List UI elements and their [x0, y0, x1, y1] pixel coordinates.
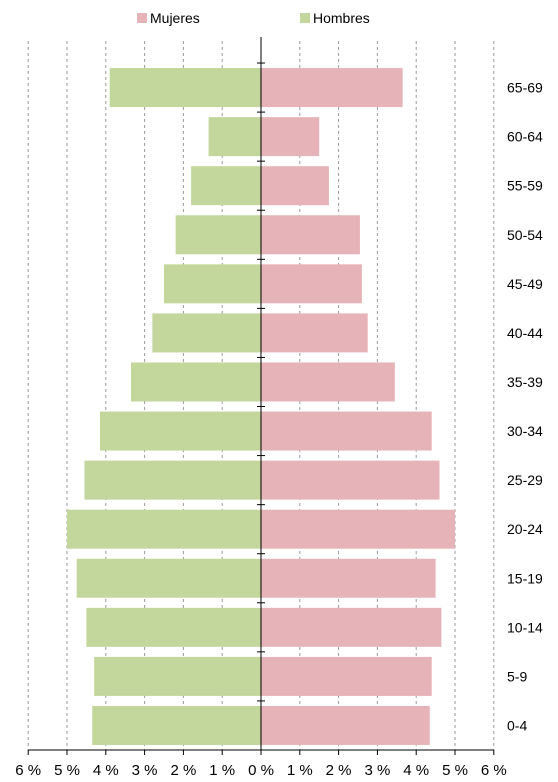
- x-tick-label: 4 %: [93, 762, 119, 779]
- bar-hombres-45-49: [164, 264, 261, 304]
- x-tick-label: 2 %: [170, 762, 196, 779]
- category-label: 10-14: [507, 619, 543, 635]
- category-label: 25-29: [507, 472, 543, 488]
- x-tick-label: 3 %: [132, 762, 158, 779]
- x-tick-label: 6 %: [15, 762, 41, 779]
- x-tick-label: 4 %: [403, 762, 429, 779]
- bar-hombres-60-64: [208, 117, 261, 157]
- bar-hombres-50-54: [175, 215, 261, 255]
- bar-hombres-55-59: [191, 166, 261, 206]
- bar-hombres-35-39: [131, 362, 261, 402]
- x-tick-label: 6 %: [481, 762, 507, 779]
- bar-mujeres-5-9: [261, 656, 432, 696]
- legend-item-hombres: Hombres: [300, 10, 370, 26]
- bar-mujeres-15-19: [261, 558, 436, 598]
- bar-mujeres-10-14: [261, 607, 442, 647]
- category-label: 30-34: [507, 423, 543, 439]
- bar-hombres-10-14: [86, 607, 262, 647]
- legend-label-mujeres: Mujeres: [150, 10, 200, 26]
- bar-mujeres-0-4: [261, 705, 430, 745]
- x-tick-label: 5 %: [442, 762, 468, 779]
- bar-hombres-25-29: [84, 460, 262, 500]
- bar-mujeres-40-44: [261, 313, 368, 353]
- bar-mujeres-35-39: [261, 362, 395, 402]
- category-label: 20-24: [507, 521, 543, 537]
- category-label: 65-69: [507, 80, 543, 96]
- legend-swatch-hombres: [300, 13, 310, 23]
- bar-mujeres-50-54: [261, 215, 360, 255]
- legend: Mujeres Hombres: [0, 10, 558, 32]
- bar-hombres-65-69: [109, 68, 262, 108]
- category-label: 35-39: [507, 374, 543, 390]
- legend-item-mujeres: Mujeres: [137, 10, 200, 26]
- bar-mujeres-65-69: [261, 68, 403, 108]
- category-label: 60-64: [507, 129, 543, 145]
- bar-hombres-15-19: [76, 558, 261, 598]
- category-label: 55-59: [507, 178, 543, 194]
- bar-hombres-5-9: [94, 656, 261, 696]
- bar-hombres-20-24: [67, 509, 261, 549]
- x-tick-label: 1 %: [287, 762, 313, 779]
- bar-mujeres-60-64: [261, 117, 320, 157]
- bar-mujeres-20-24: [261, 509, 455, 549]
- legend-swatch-mujeres: [137, 13, 147, 23]
- category-label: 50-54: [507, 227, 543, 243]
- bar-hombres-40-44: [152, 313, 261, 353]
- legend-label-hombres: Hombres: [313, 10, 370, 26]
- category-label: 45-49: [507, 276, 543, 292]
- bar-mujeres-45-49: [261, 264, 362, 304]
- x-tick-label: 0 %: [248, 762, 274, 779]
- bar-mujeres-30-34: [261, 411, 432, 451]
- x-tick-label: 5 %: [54, 762, 80, 779]
- category-label: 0-4: [507, 717, 527, 733]
- x-tick-label: 3 %: [364, 762, 390, 779]
- x-tick-label: 2 %: [326, 762, 352, 779]
- x-tick-label: 1 %: [209, 762, 235, 779]
- category-label: 5-9: [507, 668, 527, 684]
- bar-mujeres-25-29: [261, 460, 440, 500]
- category-label: 15-19: [507, 570, 543, 586]
- category-label: 40-44: [507, 325, 543, 341]
- bar-mujeres-55-59: [261, 166, 329, 206]
- bar-hombres-0-4: [92, 705, 261, 745]
- bar-hombres-30-34: [99, 411, 261, 451]
